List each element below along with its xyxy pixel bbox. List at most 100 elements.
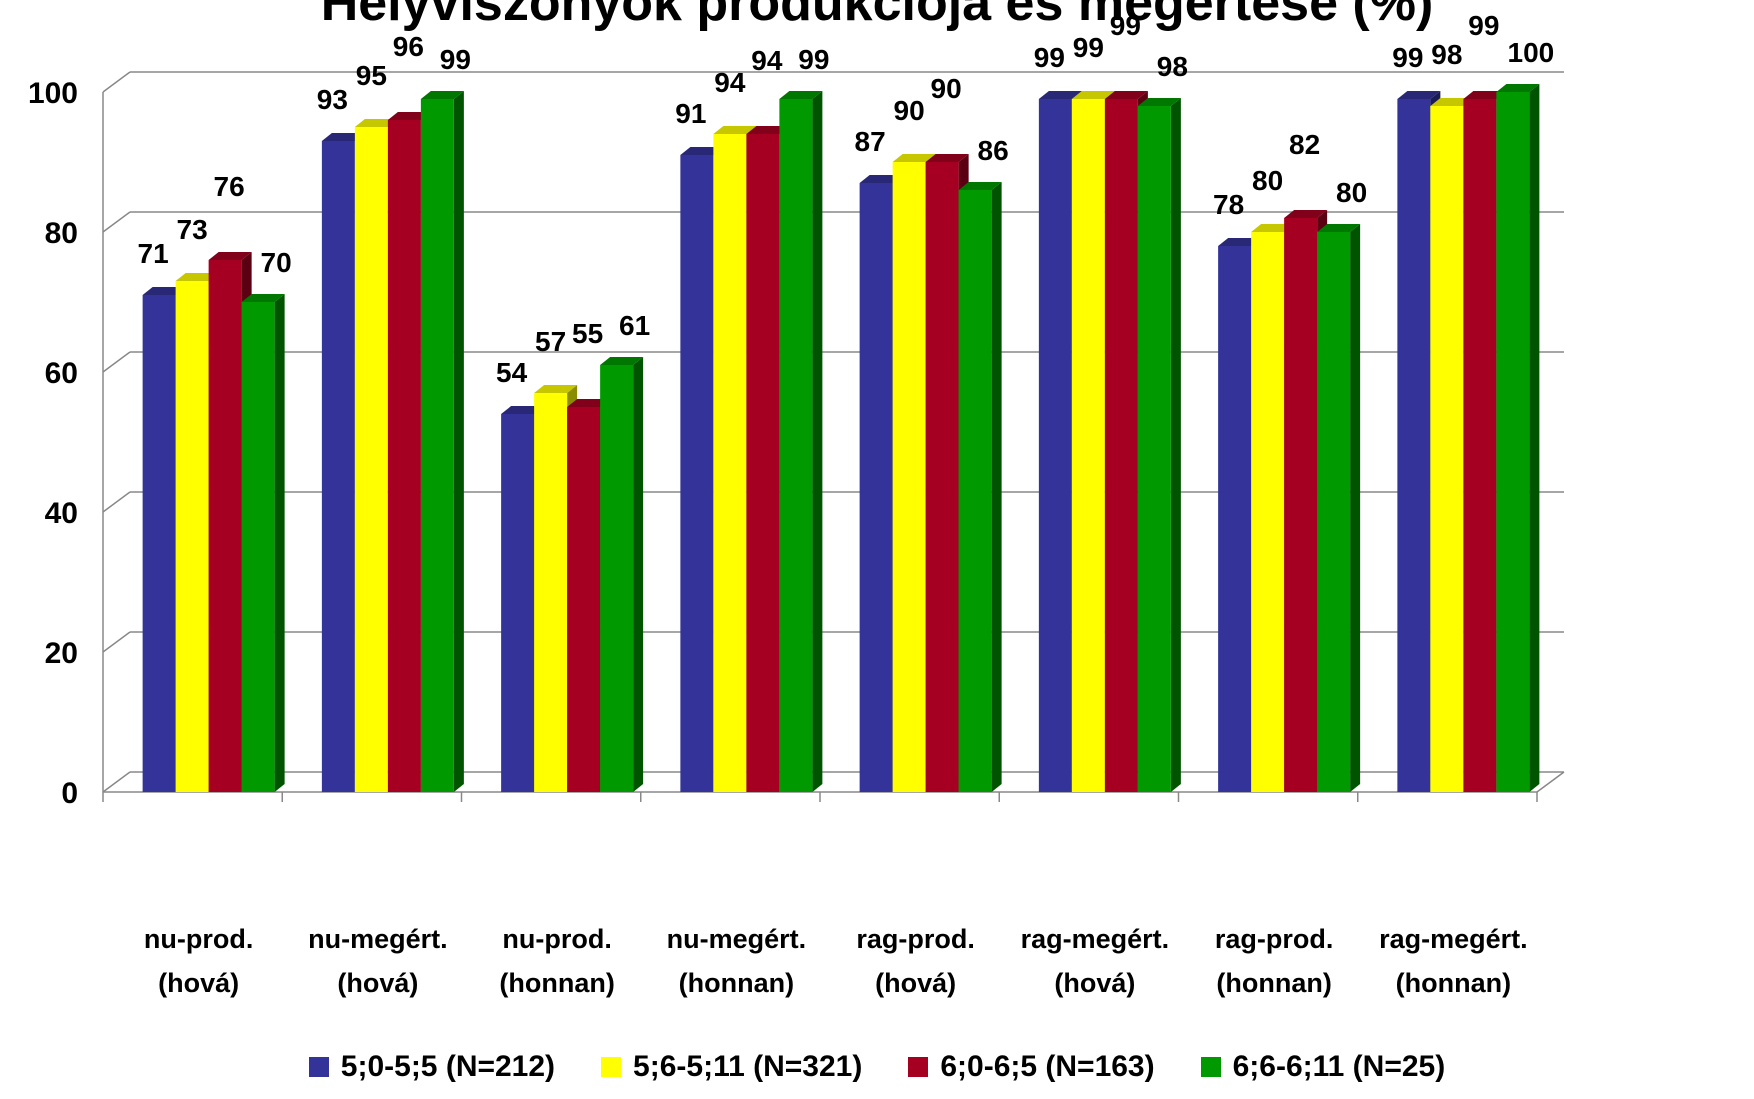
data-label: 99 xyxy=(1073,32,1104,63)
bar-side xyxy=(1529,84,1540,792)
bar-side xyxy=(274,294,285,792)
bar-top xyxy=(1463,91,1507,99)
gridline-depth xyxy=(102,491,131,513)
data-label: 82 xyxy=(1289,129,1320,160)
data-label: 90 xyxy=(894,95,925,126)
legend: 5;0-5;5 (N=212) 5;6-5;11 (N=321) 6;0-6;5 (… xyxy=(0,1050,1754,1084)
legend-item: 5;6-5;11 (N=321) xyxy=(601,1050,862,1084)
data-label: 90 xyxy=(931,73,962,104)
bar-side xyxy=(1350,224,1361,792)
bar-side xyxy=(1170,98,1181,792)
x-axis-depth-line xyxy=(1536,771,1565,793)
y-tick-label: 20 xyxy=(45,637,78,670)
bar xyxy=(1038,99,1072,792)
bar-top xyxy=(713,126,757,134)
bar-top xyxy=(680,147,724,155)
bar-top xyxy=(321,133,365,141)
x-category-label: (hová) xyxy=(158,968,239,998)
bar xyxy=(354,127,388,792)
data-label: 94 xyxy=(714,67,746,98)
y-tick-label: 60 xyxy=(45,357,78,390)
bar-top xyxy=(746,126,790,134)
data-label: 99 xyxy=(1392,42,1423,73)
x-category-label: (hová) xyxy=(1054,968,1135,998)
legend-label: 5;6-5;11 (N=321) xyxy=(633,1050,863,1083)
bar-top xyxy=(387,112,431,120)
data-label: 99 xyxy=(1110,10,1141,41)
bar xyxy=(892,162,926,792)
legend-item: 6;6-6;11 (N=25) xyxy=(1200,1050,1446,1084)
bars xyxy=(142,84,1540,792)
data-label: 54 xyxy=(496,357,528,388)
x-category-label: (honnan) xyxy=(679,968,794,998)
bar xyxy=(1104,99,1138,792)
bar xyxy=(746,134,780,792)
data-label: 99 xyxy=(1034,42,1065,73)
y-tick-label: 40 xyxy=(45,497,78,530)
bar xyxy=(1430,106,1464,792)
data-label: 91 xyxy=(675,98,706,129)
bar-top xyxy=(420,91,464,99)
data-label: 71 xyxy=(138,238,169,269)
x-category-label: (hová) xyxy=(875,968,956,998)
data-label: 80 xyxy=(1336,177,1367,208)
bar-top xyxy=(142,287,186,295)
bar xyxy=(501,414,535,792)
gridline-depth xyxy=(102,351,131,373)
bar xyxy=(958,190,992,792)
bar xyxy=(779,99,813,792)
bar xyxy=(1251,232,1285,792)
bar xyxy=(175,281,209,792)
bar xyxy=(1397,99,1431,792)
x-category-label: (honnan) xyxy=(1216,968,1331,998)
legend-swatch xyxy=(601,1057,622,1077)
x-category-label: rag-megért. xyxy=(1021,924,1170,954)
legend-label: 6;6-6;11 (N=25) xyxy=(1232,1050,1446,1083)
bar-top xyxy=(208,252,252,260)
data-label: 99 xyxy=(798,44,829,75)
legend-swatch xyxy=(908,1057,929,1077)
bar xyxy=(1496,92,1530,792)
x-category-label: nu-megért. xyxy=(308,924,448,954)
bar xyxy=(713,134,747,792)
y-tick-label: 80 xyxy=(45,217,78,250)
bar-top xyxy=(1317,224,1361,232)
bar-top xyxy=(1430,98,1474,106)
data-label: 86 xyxy=(978,135,1009,166)
y-tick-label: 100 xyxy=(28,77,78,110)
bar xyxy=(142,295,176,792)
bar-side xyxy=(633,357,644,792)
bar-side xyxy=(991,182,1002,792)
data-label: 80 xyxy=(1252,165,1283,196)
gridline-depth xyxy=(102,211,131,233)
bar-top xyxy=(1218,238,1262,246)
bar xyxy=(387,120,421,792)
bar xyxy=(925,162,959,792)
x-category-label: nu-prod. xyxy=(144,924,253,954)
legend-label: 5;0-5;5 (N=212) xyxy=(340,1050,556,1083)
bar-top xyxy=(1284,210,1328,218)
x-category-label: rag-megért. xyxy=(1379,924,1528,954)
gridline-depth xyxy=(102,771,131,793)
chart-title: Helyviszonyok produkciója és megértése (… xyxy=(321,0,1434,32)
bar-top xyxy=(567,399,611,407)
bar-top xyxy=(1038,91,1082,99)
bar-top xyxy=(925,154,969,162)
x-category-label: (honnan) xyxy=(499,968,614,998)
data-label: 99 xyxy=(1468,10,1499,41)
bar xyxy=(1071,99,1105,792)
legend-label: 6;0-6;5 (N=163) xyxy=(940,1050,1155,1083)
y-tick-label: 0 xyxy=(61,777,78,810)
data-label: 55 xyxy=(572,318,603,349)
x-category-label: rag-prod. xyxy=(856,924,975,954)
data-label: 100 xyxy=(1508,37,1555,68)
data-label: 94 xyxy=(751,45,783,76)
data-label: 61 xyxy=(619,310,650,341)
bar-top xyxy=(779,91,823,99)
bar-top xyxy=(859,175,903,183)
bar-top xyxy=(1251,224,1295,232)
bar-top xyxy=(241,294,285,302)
gridline-depth xyxy=(102,71,131,93)
